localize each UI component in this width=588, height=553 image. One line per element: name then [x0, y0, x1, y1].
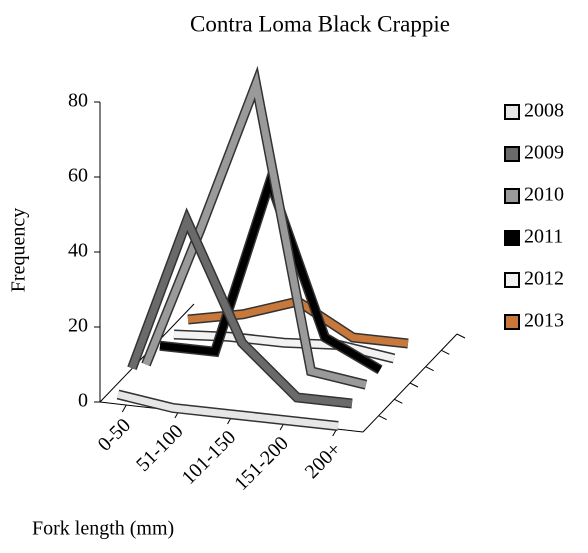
y-tick-label: 0 [78, 390, 88, 412]
series-ribbon [142, 71, 367, 389]
legend-swatch [504, 146, 520, 162]
depth-tick [425, 366, 434, 372]
series-ribbon [173, 331, 395, 362]
legend-swatch [504, 188, 520, 204]
depth-tick [456, 333, 466, 339]
legend-swatch [504, 104, 520, 120]
series-ribbon [128, 211, 353, 407]
legend-swatch [504, 314, 520, 330]
x-tick-label: 51-100 [132, 420, 188, 476]
depth-tick [409, 382, 419, 388]
series-ribbon [117, 391, 339, 430]
legend-label: 2013 [524, 310, 564, 332]
y-tick-label: 80 [68, 90, 88, 112]
y-axis-label: Frequency [8, 208, 30, 292]
legend-label: 2011 [524, 226, 563, 248]
legend-swatch [504, 230, 520, 246]
y-tick-label: 40 [68, 240, 88, 262]
depth-tick [441, 349, 450, 355]
x-tick-label: 200+ [301, 438, 346, 483]
chart-title: Contra Loma Black Crappie [190, 11, 450, 36]
legend-label: 2008 [524, 100, 564, 122]
y-tick-label: 60 [68, 165, 88, 187]
x-tick [121, 404, 127, 413]
depth-tick [378, 415, 387, 421]
legend-label: 2010 [524, 184, 564, 206]
legend-label: 2012 [524, 268, 564, 290]
x-axis-label: Fork length (mm) [32, 518, 174, 540]
legend-label: 2009 [524, 142, 564, 164]
y-tick-label: 20 [68, 315, 88, 337]
x-tick-label: 0-50 [94, 414, 135, 455]
depth-tick [394, 398, 403, 404]
legend-swatch [504, 272, 520, 288]
